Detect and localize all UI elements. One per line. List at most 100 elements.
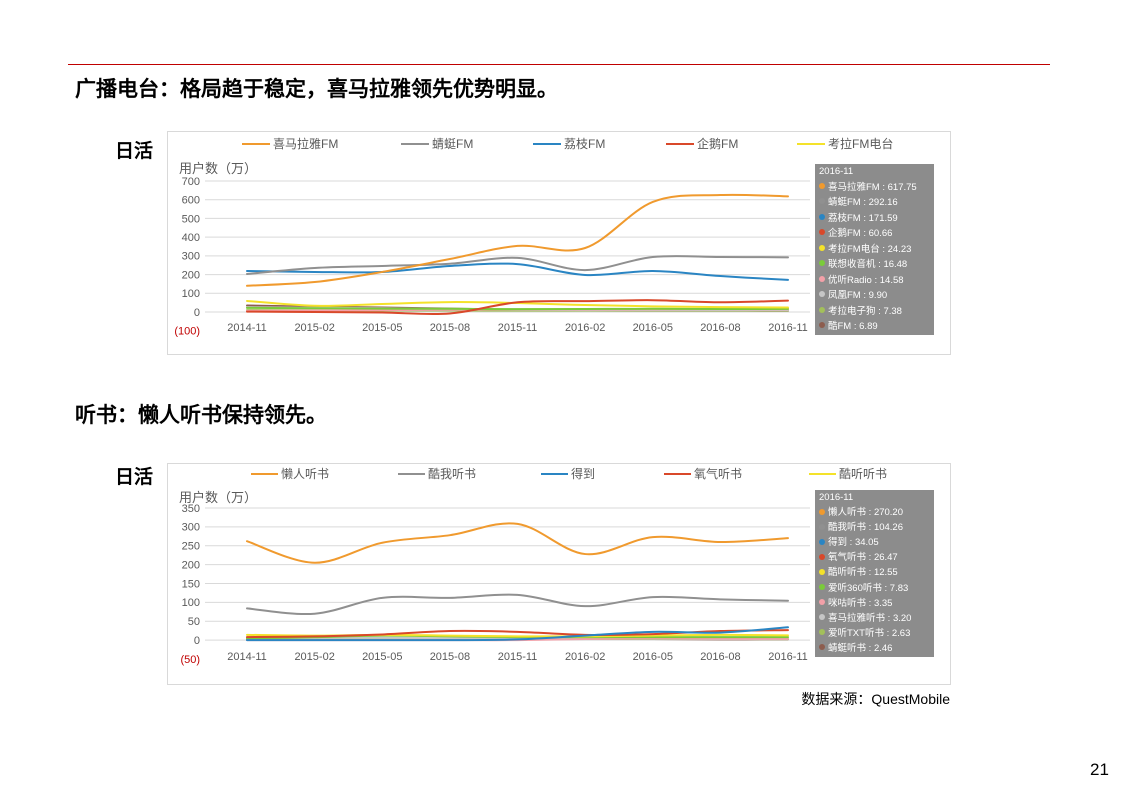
- tooltip-series-name: 酷FM: [828, 321, 852, 332]
- tooltip-dot: [819, 213, 825, 220]
- tooltip-dot: [819, 508, 825, 515]
- tooltip-dot: [819, 198, 825, 205]
- y-tick-label: 200: [182, 269, 200, 281]
- tooltip-value: 14.58: [879, 274, 904, 286]
- y-tick-label: 100: [182, 597, 200, 609]
- data-source-note: 数据来源：QuestMobile: [801, 691, 950, 707]
- series-line-2: [246, 593, 789, 616]
- tooltip-series-name: 氧气听书: [828, 552, 867, 564]
- page-number: 21: [1090, 760, 1109, 779]
- tooltip-separator: :: [881, 582, 890, 594]
- tooltip-value: 3.20: [892, 612, 912, 624]
- tooltip-value: 270.20: [873, 507, 903, 519]
- tooltip-separator: :: [860, 290, 869, 301]
- tooltip-entry: 蜻蜓听书 : 2.46: [815, 641, 934, 656]
- tooltip-series-name: 喜马拉雅FM: [828, 181, 880, 193]
- tooltip-value: 2.63: [891, 627, 911, 639]
- legend-item: 酷我听书: [398, 467, 476, 481]
- x-tick-label: 2016-11: [768, 322, 808, 334]
- y-tick-label: 150: [182, 578, 200, 590]
- tooltip-series-name: 喜马拉雅听书: [828, 612, 886, 624]
- tooltip-separator: :: [879, 181, 888, 193]
- legend-label: 酷听听书: [839, 467, 887, 481]
- tooltip-series-name: 优听Radio: [828, 274, 872, 286]
- legend-label: 酷我听书: [428, 467, 476, 481]
- legend-label: 荔枝FM: [564, 136, 605, 151]
- tooltip-series-name: 联想收音机: [828, 259, 876, 270]
- tooltip-value: 12.55: [873, 567, 898, 579]
- tooltip-series-name: 酷我听书: [828, 522, 867, 534]
- tooltip-value: 171.59: [868, 212, 898, 224]
- legend-label: 懒人听书: [281, 467, 329, 481]
- tooltip-value: 2.46: [873, 642, 893, 654]
- tooltip-value: 7.38: [883, 305, 902, 317]
- header-rule: [68, 64, 1050, 65]
- tooltip-dot: [819, 553, 825, 560]
- tooltip-entries: 喜马拉雅FM : 617.75 蜻蜓FM : 292.16 荔枝FM : 171.5…: [815, 180, 934, 335]
- tooltip-series-name: 荔枝FM: [828, 212, 861, 224]
- tooltip-value: 60.66: [868, 228, 893, 239]
- y-tick-label: (50): [180, 654, 200, 666]
- x-tick-label: 2014-11: [227, 322, 267, 334]
- tooltip-series-name: 凤凰FM: [828, 290, 861, 301]
- tooltip-separator: :: [883, 627, 892, 639]
- x-tick-label: 2016-05: [633, 651, 673, 663]
- x-tick-label: 2015-08: [430, 322, 470, 334]
- tooltip-dot: [819, 538, 825, 545]
- legend-item: 蜻蜓FM: [401, 137, 473, 151]
- metric-label-audiobook-dau: 日活: [115, 467, 154, 488]
- tooltip-entry: 企鹅FM : 60.66: [815, 226, 934, 242]
- audiobook-dau-tooltip: 2016-11 懒人听书 : 270.20 酷我听书 : 104.26 得到 : 3…: [815, 490, 934, 657]
- legend-item: 懒人听书: [251, 467, 329, 481]
- tooltip-entry: 联想收音机 : 16.48: [815, 257, 934, 273]
- tooltip-dot: [819, 614, 825, 621]
- legend-item: 喜马拉雅FM: [242, 136, 338, 151]
- section-title-audiobook: 听书：懒人听书保持领先。: [75, 404, 327, 427]
- y-tick-label: 400: [182, 232, 200, 244]
- tooltip-value: 6.89: [859, 321, 878, 332]
- tooltip-separator: :: [866, 552, 874, 564]
- tooltip-separator: :: [885, 612, 893, 624]
- y-tick-label: 600: [182, 195, 200, 207]
- tooltip-value: 16.48: [883, 259, 908, 270]
- tooltip-entry: 喜马拉雅FM : 617.75: [815, 180, 934, 196]
- series-line-3: [246, 262, 789, 281]
- x-tick-label: 2016-08: [700, 651, 740, 663]
- tooltip-separator: :: [866, 522, 874, 534]
- radio-dau-chart-plot: 700 600 500 400 300 200 100 0 (100) 2014-11 2015-0…: [174, 136, 893, 337]
- y-tick-label: 250: [182, 541, 200, 553]
- series-line-1: [246, 522, 789, 564]
- x-tick-label: 2016-02: [565, 651, 605, 663]
- tooltip-separator: :: [875, 259, 884, 270]
- tooltip-entry: 爱听TXT听书 : 2.63: [815, 626, 934, 641]
- radio-dau-tooltip: 2016-11 喜马拉雅FM : 617.75 蜻蜓FM : 292.16 荔枝FM…: [815, 164, 934, 335]
- tooltip-separator: :: [847, 537, 855, 549]
- tooltip-dot: [819, 644, 825, 651]
- tooltip-entry: 凤凰FM : 9.90: [815, 288, 934, 304]
- legend-label: 得到: [571, 466, 595, 481]
- audiobook-dau-chart: 350 300 250 200 150 100 50 0 (50) 2014-11 2015-02 2…: [167, 463, 951, 685]
- tooltip-value: 617.75: [887, 181, 917, 193]
- y-tick-label: 350: [182, 503, 200, 515]
- tooltip-value: 292.16: [868, 197, 898, 208]
- series-line-3: [246, 626, 789, 642]
- x-tick-label: 2016-11: [768, 651, 808, 663]
- tooltip-separator: :: [875, 305, 884, 317]
- tooltip-dot: [819, 568, 825, 575]
- tooltip-separator: :: [851, 321, 860, 332]
- series-line-4: [246, 299, 789, 316]
- series-line-2: [246, 254, 789, 275]
- tooltip-separator: :: [871, 274, 880, 286]
- tooltip-dot: [819, 229, 825, 236]
- y-tick-label: 0: [194, 635, 200, 647]
- metric-label-radio-dau: 日活: [115, 141, 154, 162]
- tooltip-entry: 考拉FM电台 : 24.23: [815, 242, 934, 258]
- tooltip-entry: 懒人听书 : 270.20: [815, 505, 934, 520]
- tooltip-dot: [819, 306, 825, 313]
- tooltip-entry: 酷我听书 : 104.26: [815, 520, 934, 535]
- tooltip-value: 104.26: [873, 522, 903, 534]
- x-tick-label: 2015-05: [362, 322, 402, 334]
- x-tick-label: 2015-05: [362, 651, 402, 663]
- radio-dau-chart: 700 600 500 400 300 200 100 0 (100) 2014-11 2015-0…: [167, 131, 951, 355]
- tooltip-dot: [819, 182, 825, 189]
